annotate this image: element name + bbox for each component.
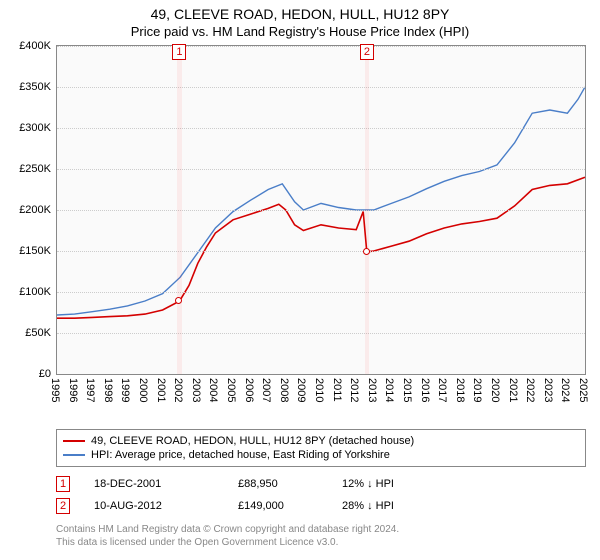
- gridline: [57, 169, 585, 170]
- legend-swatch: [63, 440, 85, 442]
- annotation-row: 1 18-DEC-2001 £88,950 12% ↓ HPI: [56, 473, 586, 495]
- x-axis-label: 2014: [383, 378, 395, 402]
- plot-area: £0£50K£100K£150K£200K£250K£300K£350K£400…: [56, 45, 586, 375]
- x-axis-label: 2018: [454, 378, 466, 402]
- sale-point-marker: [175, 297, 182, 304]
- y-axis-label: £200K: [19, 204, 51, 216]
- y-axis-label: £150K: [19, 245, 51, 257]
- chart-area: £0£50K£100K£150K£200K£250K£300K£350K£400…: [56, 45, 586, 375]
- y-axis-label: £300K: [19, 122, 51, 134]
- footer-line: Contains HM Land Registry data © Crown c…: [56, 523, 586, 536]
- x-axis-label: 2019: [471, 378, 483, 402]
- x-axis-label: 2008: [278, 378, 290, 402]
- sale-point-marker: [363, 248, 370, 255]
- gridline: [57, 210, 585, 211]
- x-axis-label: 2003: [190, 378, 202, 402]
- x-axis-label: 2004: [207, 378, 219, 402]
- x-axis-label: 2015: [401, 378, 413, 402]
- x-axis-label: 2024: [559, 378, 571, 402]
- y-axis-label: £250K: [19, 163, 51, 175]
- footer-attribution: Contains HM Land Registry data © Crown c…: [56, 523, 586, 549]
- chart-series-line: [57, 177, 585, 318]
- x-axis-label: 2022: [524, 378, 536, 402]
- x-axis-label: 2005: [225, 378, 237, 402]
- annotation-band: [365, 46, 369, 374]
- x-axis-label: 2002: [172, 378, 184, 402]
- legend-label: HPI: Average price, detached house, East…: [91, 449, 390, 461]
- chart-subtitle: Price paid vs. HM Land Registry's House …: [0, 22, 600, 45]
- gridline: [57, 46, 585, 47]
- annotation-date: 18-DEC-2001: [94, 478, 214, 490]
- chart-title: 49, CLEEVE ROAD, HEDON, HULL, HU12 8PY: [0, 0, 600, 22]
- x-axis-label: 2011: [331, 378, 343, 402]
- annotation-pct: 12% ↓ HPI: [342, 478, 442, 490]
- gridline: [57, 333, 585, 334]
- y-axis-label: £350K: [19, 81, 51, 93]
- x-axis-label: 2010: [313, 378, 325, 402]
- legend-row: HPI: Average price, detached house, East…: [63, 448, 579, 462]
- annotation-row: 2 10-AUG-2012 £149,000 28% ↓ HPI: [56, 495, 586, 517]
- x-axis-label: 2009: [295, 378, 307, 402]
- x-axis-label: 2012: [348, 378, 360, 402]
- annotation-table: 1 18-DEC-2001 £88,950 12% ↓ HPI 2 10-AUG…: [56, 473, 586, 517]
- chart-series-line: [57, 87, 585, 315]
- x-axis-label: 1997: [84, 378, 96, 402]
- y-axis-label: £50K: [25, 327, 51, 339]
- footer-line: This data is licensed under the Open Gov…: [56, 536, 586, 549]
- x-axis-label: 2025: [577, 378, 589, 402]
- y-axis-label: £100K: [19, 286, 51, 298]
- gridline: [57, 292, 585, 293]
- x-axis-label: 2007: [260, 378, 272, 402]
- gridline: [57, 251, 585, 252]
- annotation-marker-icon: 1: [172, 44, 186, 60]
- y-axis-label: £400K: [19, 40, 51, 52]
- annotation-pct: 28% ↓ HPI: [342, 500, 442, 512]
- x-axis-label: 2001: [155, 378, 167, 402]
- annotation-marker-icon: 2: [360, 44, 374, 60]
- x-axis-label: 2021: [507, 378, 519, 402]
- x-axis-label: 2013: [366, 378, 378, 402]
- x-axis-label: 2016: [419, 378, 431, 402]
- annotation-date: 10-AUG-2012: [94, 500, 214, 512]
- legend-swatch: [63, 454, 85, 456]
- x-axis-label: 1995: [49, 378, 61, 402]
- annotation-price: £149,000: [238, 500, 318, 512]
- x-axis-label: 1996: [67, 378, 79, 402]
- x-axis-label: 1998: [102, 378, 114, 402]
- annotation-price: £88,950: [238, 478, 318, 490]
- gridline: [57, 128, 585, 129]
- legend-label: 49, CLEEVE ROAD, HEDON, HULL, HU12 8PY (…: [91, 435, 414, 447]
- legend: 49, CLEEVE ROAD, HEDON, HULL, HU12 8PY (…: [56, 429, 586, 467]
- x-axis-label: 1999: [119, 378, 131, 402]
- x-axis-label: 2020: [489, 378, 501, 402]
- annotation-marker-icon: 1: [56, 476, 70, 492]
- x-axis-label: 2017: [436, 378, 448, 402]
- x-axis-label: 2006: [243, 378, 255, 402]
- annotation-band: [177, 46, 181, 374]
- x-axis-label: 2000: [137, 378, 149, 402]
- legend-row: 49, CLEEVE ROAD, HEDON, HULL, HU12 8PY (…: [63, 434, 579, 448]
- annotation-marker-icon: 2: [56, 498, 70, 514]
- gridline: [57, 87, 585, 88]
- x-axis-label: 2023: [542, 378, 554, 402]
